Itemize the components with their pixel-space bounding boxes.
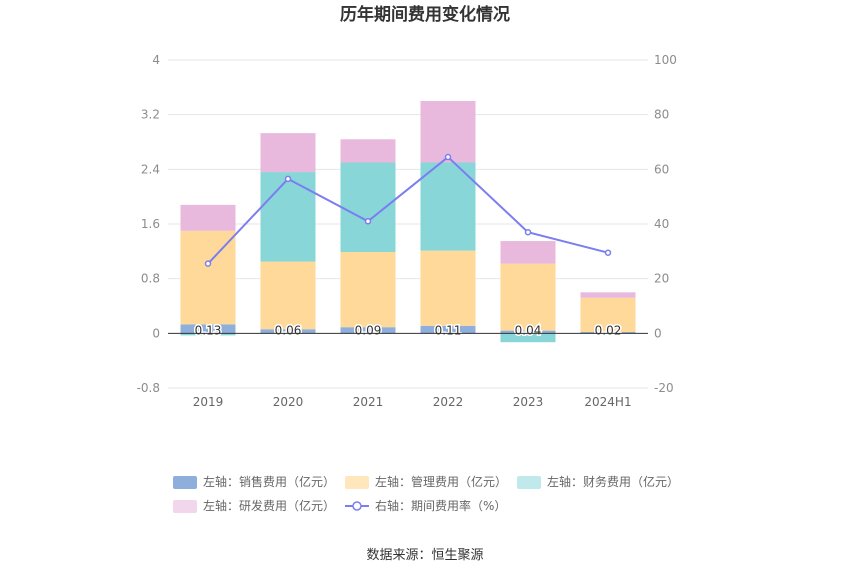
rate-point — [204, 260, 212, 267]
x-tick-label: 2019 — [193, 395, 224, 409]
left-tick-label: -0.8 — [137, 381, 160, 395]
left-tick-label: 0 — [152, 326, 160, 340]
left-tick-label: 2.4 — [141, 162, 160, 176]
bars — [180, 101, 636, 343]
legend-label: 右轴：期间费用率（%） — [375, 498, 506, 513]
right-tick-label: 40 — [654, 217, 669, 231]
bar-segment — [500, 333, 556, 343]
bar-segment — [260, 329, 316, 334]
legend-item[interactable]: 左轴：管理费用（亿元） — [345, 474, 507, 489]
rate-line-path — [207, 155, 609, 265]
rate-point — [604, 249, 612, 256]
legend-swatch-icon — [517, 476, 541, 489]
bar-segment — [580, 331, 636, 334]
rate-line — [204, 153, 612, 267]
right-tick-label: 80 — [654, 108, 669, 122]
data-label: 0.02 — [595, 323, 622, 337]
legend-item[interactable]: 右轴：期间费用率（%） — [345, 498, 506, 513]
legend-swatch-icon — [345, 476, 369, 489]
x-tick-label: 2020 — [273, 395, 304, 409]
bar-segment — [260, 133, 316, 173]
legend-item[interactable]: 左轴：销售费用（亿元） — [173, 474, 335, 489]
data-labels: 0.13 0.06 0.09 0.11 0.04 0.02 — [193, 322, 623, 339]
data-label: 0.09 — [355, 323, 382, 337]
left-tick-label: 4 — [152, 53, 160, 67]
bar-segment — [500, 241, 556, 264]
right-tick-label: 60 — [654, 162, 669, 176]
chart-title: 历年期间费用变化情况 — [340, 4, 510, 25]
bar-segment — [260, 261, 316, 330]
bar-segment — [420, 101, 476, 163]
data-label: 0.04 — [515, 323, 542, 337]
legend-marker-icon — [352, 501, 362, 511]
grid — [168, 59, 648, 389]
right-tick-label: -20 — [654, 381, 674, 395]
bar-segment — [500, 263, 556, 331]
bar-segment — [340, 139, 396, 163]
bar-segment — [340, 162, 396, 253]
rate-point — [364, 218, 372, 225]
bar-segment — [500, 330, 556, 334]
legend-swatch-icon — [173, 476, 197, 489]
bar-segment — [340, 327, 396, 334]
data-label: 0.06 — [275, 323, 302, 337]
bar-segment — [180, 204, 236, 231]
bar-segment — [180, 333, 236, 336]
legend-label: 左轴：财务费用（亿元） — [547, 474, 679, 489]
data-label: 0.13 — [195, 323, 222, 337]
source-text: 数据来源：恒生聚源 — [366, 548, 483, 563]
left-tick-label: 1.6 — [141, 217, 160, 231]
bar-segment — [420, 162, 476, 251]
data-label: 0.11 — [435, 323, 462, 337]
legend-label: 左轴：销售费用（亿元） — [203, 474, 335, 489]
bar-segment — [580, 292, 636, 298]
bar-segment — [260, 172, 316, 262]
bar-segment — [420, 250, 476, 326]
rate-point — [444, 153, 452, 161]
bar-segment — [420, 325, 476, 334]
legend-label: 左轴：管理费用（亿元） — [375, 474, 507, 489]
legend[interactable]: 左轴：销售费用（亿元） 左轴：管理费用（亿元） 左轴：财务费用（亿元） 左轴：研发费用… — [173, 474, 679, 513]
x-tick-label: 2021 — [353, 395, 384, 409]
legend-item[interactable]: 左轴：财务费用（亿元） — [517, 474, 679, 489]
axes: -0.8 -20 0 0 0.8 20 1.6 40 2.4 60 3.2 80 4 100 2019 202… — [137, 53, 677, 409]
rate-point — [284, 175, 292, 183]
bar-segment — [340, 252, 396, 328]
x-tick-label: 2022 — [433, 395, 464, 409]
right-tick-label: 100 — [654, 53, 677, 67]
legend-swatch-icon — [173, 500, 197, 513]
rate-point — [524, 228, 532, 236]
legend-item[interactable]: 左轴：研发费用（亿元） — [173, 498, 335, 513]
right-tick-label: 20 — [654, 272, 669, 286]
bar-segment — [180, 230, 236, 325]
left-tick-label: 0.8 — [141, 272, 160, 286]
x-tick-label: 2023 — [513, 395, 544, 409]
left-tick-label: 3.2 — [141, 108, 160, 122]
bar-segment — [180, 324, 236, 334]
legend-label: 左轴：研发费用（亿元） — [203, 498, 335, 513]
x-tick-label: 2024H1 — [584, 395, 631, 409]
right-tick-label: 0 — [654, 326, 662, 340]
bar-segment — [580, 297, 636, 332]
